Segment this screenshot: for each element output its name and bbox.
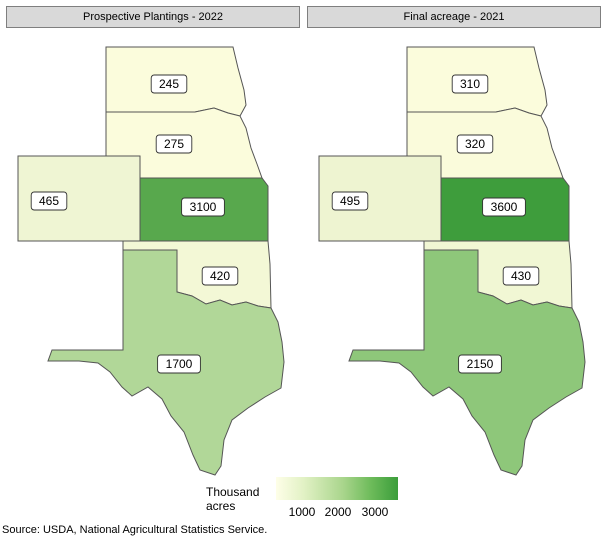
value-label-tx: 2150	[467, 357, 494, 371]
value-label-box-ok	[201, 266, 239, 286]
legend-title: Thousand acres	[206, 485, 260, 513]
map-prospective-2022: 245 275 465 3100 420 1700	[17, 46, 285, 476]
value-label-ok: 420	[210, 269, 230, 283]
value-label-ne: 320	[465, 137, 485, 151]
value-label-ne: 275	[164, 137, 184, 151]
value-label-box-ne	[456, 134, 494, 154]
value-label-box-sd	[451, 74, 489, 94]
value-label-sd: 310	[460, 77, 480, 91]
value-label-box-ok	[502, 266, 540, 286]
value-label-ks: 3100	[190, 200, 217, 214]
value-label-box-ne	[155, 134, 193, 154]
legend-color-bar	[276, 477, 398, 500]
value-label-co: 495	[340, 194, 360, 208]
value-label-box-ks	[482, 197, 526, 217]
map-final-2021: 310 320 495 3600 430 2150	[318, 46, 586, 476]
legend-tick-1000: 1000	[288, 505, 316, 519]
value-label-box-ks	[181, 197, 225, 217]
legend-tick-3000: 3000	[361, 505, 389, 519]
source-note: Source: USDA, National Agricultural Stat…	[2, 524, 268, 536]
value-label-box-tx	[157, 354, 201, 374]
value-label-box-sd	[150, 74, 188, 94]
value-label-ok: 430	[511, 269, 531, 283]
value-label-co: 465	[39, 194, 59, 208]
panel-title-prospective-2022: Prospective Plantings - 2022	[6, 6, 300, 28]
value-label-sd: 245	[159, 77, 179, 91]
value-label-box-tx	[458, 354, 502, 374]
legend-tick-2000: 2000	[324, 505, 352, 519]
value-label-box-co	[30, 191, 68, 211]
value-label-box-co	[331, 191, 369, 211]
value-label-tx: 1700	[166, 357, 193, 371]
panel-title-final-2021: Final acreage - 2021	[307, 6, 601, 28]
value-label-ks: 3600	[491, 200, 518, 214]
